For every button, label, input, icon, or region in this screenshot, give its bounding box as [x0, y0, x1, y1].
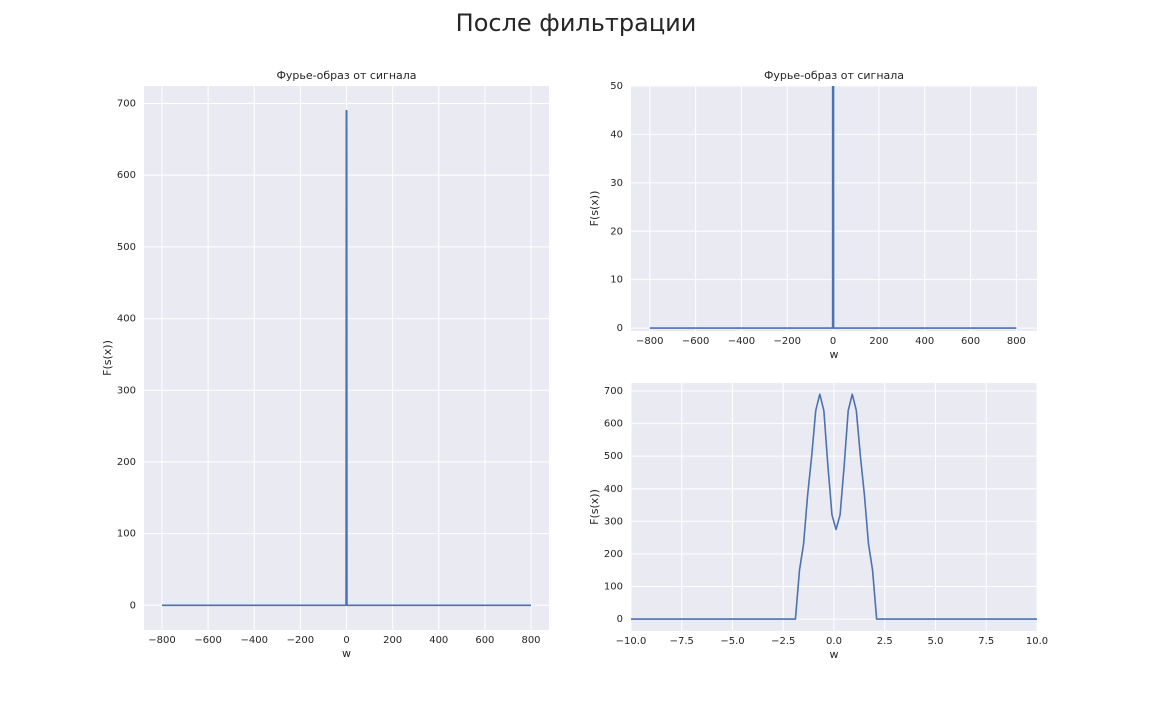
x-tick-label: −5.0 — [720, 636, 744, 647]
y-tick-label: 0 — [617, 323, 623, 334]
y-tick-label: 600 — [604, 419, 623, 430]
y-tick-label: 700 — [604, 386, 623, 397]
x-axis-label: w — [342, 647, 351, 660]
x-tick-label: 7.5 — [978, 636, 994, 647]
x-tick-label: −400 — [241, 635, 268, 646]
y-tick-label: 200 — [117, 457, 136, 468]
x-tick-label: −2.5 — [771, 636, 795, 647]
x-tick-label: 200 — [869, 336, 888, 347]
axes-title: Фурье-образ от сигнала — [764, 69, 904, 82]
x-tick-label: −600 — [682, 336, 709, 347]
x-tick-label: −10.0 — [616, 636, 647, 647]
line — [161, 109, 532, 607]
plot-lines — [161, 109, 532, 607]
x-tick-label: 5.0 — [928, 636, 944, 647]
x-tick-label: −200 — [774, 336, 801, 347]
y-tick-label: 500 — [604, 451, 623, 462]
x-tick-label: 800 — [521, 635, 540, 646]
axes-title: Фурье-образ от сигнала — [276, 69, 416, 82]
x-tick-label: 0 — [343, 635, 349, 646]
figure-title: После фильтрации — [456, 9, 697, 37]
plot-lines — [631, 393, 1037, 620]
y-tick-label: 300 — [117, 385, 136, 396]
x-tick-label: −200 — [287, 635, 314, 646]
y-tick-label: 100 — [117, 529, 136, 540]
x-tick-label: 600 — [475, 635, 494, 646]
x-tick-label: −400 — [728, 336, 755, 347]
x-tick-label: 400 — [915, 336, 934, 347]
y-tick-label: 10 — [610, 275, 623, 286]
x-tick-label: −800 — [636, 336, 663, 347]
x-tick-label: 800 — [1007, 336, 1026, 347]
y-tick-label: 100 — [604, 582, 623, 593]
y-tick-label: 400 — [117, 314, 136, 325]
y-tick-label: 700 — [117, 99, 136, 110]
x-axis-label: w — [830, 648, 839, 661]
y-tick-label: 500 — [117, 242, 136, 253]
y-tick-label: 50 — [610, 81, 623, 92]
x-tick-label: −600 — [194, 635, 221, 646]
line — [631, 393, 1037, 620]
y-tick-label: 20 — [610, 226, 623, 237]
x-axis-label: w — [830, 348, 839, 361]
y-tick-label: 30 — [610, 178, 623, 189]
x-tick-label: 200 — [383, 635, 402, 646]
x-tick-label: 0 — [830, 336, 836, 347]
y-tick-label: 600 — [117, 170, 136, 181]
y-axis-label: F(s(x)) — [588, 489, 601, 525]
x-tick-label: −800 — [148, 635, 175, 646]
y-tick-label: 0 — [130, 600, 136, 611]
x-tick-label: 0.0 — [826, 636, 842, 647]
y-tick-label: 200 — [604, 549, 623, 560]
x-tick-label: 10.0 — [1026, 636, 1048, 647]
x-tick-label: 400 — [429, 635, 448, 646]
y-axis-label: F(s(x)) — [588, 191, 601, 227]
y-axis-label: F(s(x)) — [101, 340, 114, 376]
x-tick-label: 600 — [961, 336, 980, 347]
y-tick-label: 300 — [604, 516, 623, 527]
y-tick-label: 40 — [610, 129, 623, 140]
y-tick-label: 0 — [617, 614, 623, 625]
y-tick-label: 400 — [604, 484, 623, 495]
x-tick-label: −7.5 — [670, 636, 694, 647]
x-tick-label: 2.5 — [877, 636, 893, 647]
